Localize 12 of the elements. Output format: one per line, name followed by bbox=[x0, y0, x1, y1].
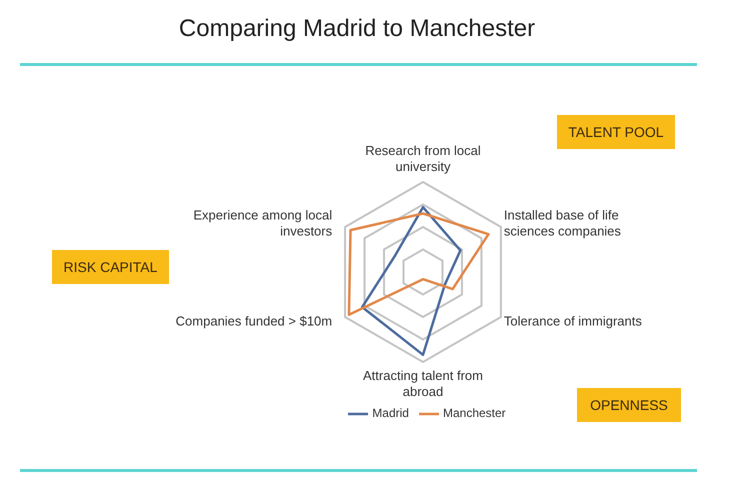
chart-title: Comparing Madrid to Manchester bbox=[178, 14, 536, 44]
spoke-label: Tolerance of immigrants bbox=[504, 314, 642, 328]
spoke-label: Experience among local investors bbox=[193, 208, 333, 238]
spoke-label: Research from local university bbox=[365, 143, 481, 174]
text: RISK CAPITAL bbox=[52, 250, 169, 284]
legend-label: Madrid bbox=[372, 406, 409, 420]
spoke-label: Attracting talent from abroad bbox=[363, 368, 483, 399]
spoke-label: Installed base of life sciences companies bbox=[504, 208, 622, 238]
spoke-label: Companies funded > $10m bbox=[176, 314, 332, 328]
legend-label: Manchester bbox=[442, 406, 506, 420]
text: OPENNESS bbox=[577, 388, 681, 422]
text: TALENT POOL bbox=[557, 115, 675, 149]
